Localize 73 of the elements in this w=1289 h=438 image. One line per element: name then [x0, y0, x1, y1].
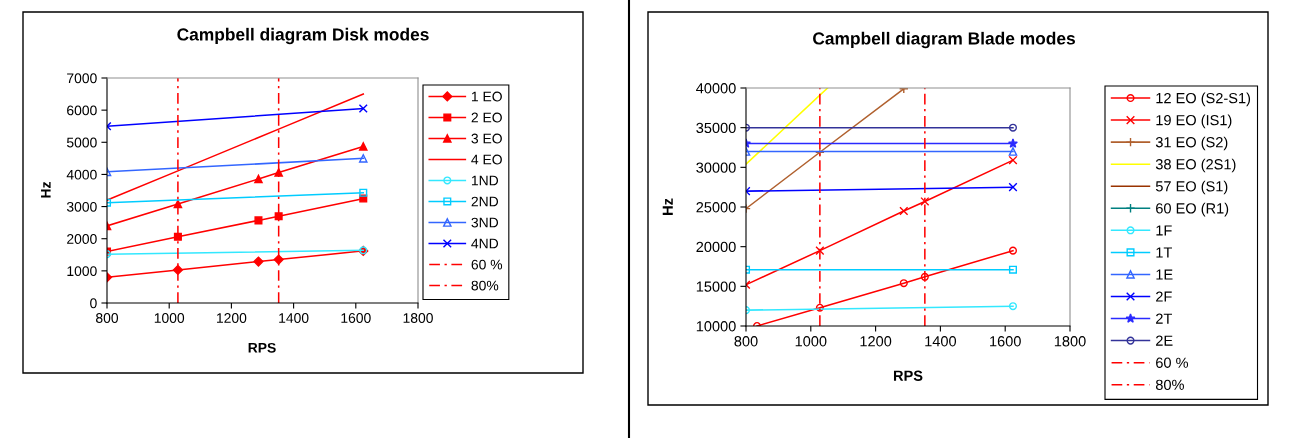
point	[358, 142, 368, 151]
x-tick-label: 1400	[925, 336, 957, 347]
point	[253, 256, 264, 267]
legend-label: 2F	[1156, 291, 1172, 302]
x-tick-label: 1000	[795, 336, 827, 347]
point	[899, 279, 908, 288]
legend-label: 2ND	[471, 196, 499, 207]
legend-label: 1F	[1156, 225, 1172, 236]
point	[920, 272, 929, 281]
y-tick-label: 30000	[696, 162, 736, 173]
y-tick-label: 15000	[696, 281, 736, 292]
point	[815, 303, 824, 312]
x-tick-label: 1600	[341, 313, 371, 323]
x-axis-title: RPS	[248, 342, 276, 353]
x-tick-label: 800	[734, 336, 758, 347]
y-tick-label: 6000	[67, 105, 97, 116]
legend-label: 2T	[1156, 313, 1172, 324]
x-tick-label: 1600	[990, 336, 1021, 347]
x-axis-title: RPS	[893, 370, 923, 381]
y-tick-label: 20000	[696, 241, 736, 253]
legend-label: 31 EO (S2)	[1155, 136, 1228, 151]
legend-label: 4ND	[471, 238, 499, 249]
y-axis-title: Hz	[662, 198, 673, 215]
point	[359, 188, 368, 197]
legend-label: 57 EO (S1)	[1155, 180, 1228, 195]
legend-label: 1ND	[471, 175, 499, 186]
x-tick-label: 1800	[403, 313, 433, 323]
point	[273, 254, 284, 265]
legend-label: 1 EO	[471, 91, 502, 102]
point	[274, 212, 283, 221]
y-tick-label: 4000	[66, 169, 97, 180]
legend-label: 60 %	[1156, 357, 1189, 368]
legend-label: 19 EO (IS1)	[1156, 114, 1232, 129]
legend-label: 60 %	[471, 259, 503, 270]
point	[254, 216, 263, 225]
point	[254, 174, 263, 184]
point	[815, 246, 825, 256]
legend-label: 2E	[1156, 335, 1173, 346]
y-tick-label: 40000	[696, 83, 736, 94]
point	[920, 196, 930, 206]
y-tick-label: 25000	[696, 202, 736, 213]
point	[899, 206, 909, 216]
x-tick-label: 1400	[279, 313, 309, 323]
legend-label: 80%	[1155, 379, 1184, 390]
chart-title: Campbell diagram Blade modes	[813, 31, 1075, 49]
y-tick-label: 2000	[67, 234, 97, 244]
legend-label: 38 EO (2S1)	[1155, 158, 1236, 173]
point	[1008, 246, 1018, 255]
legend-label: 4 EO	[471, 154, 502, 165]
y-axis-title: Hz	[41, 182, 51, 198]
legend-label: 12 EO (S2-S1)	[1156, 92, 1251, 107]
legend-label: 1T	[1156, 247, 1172, 258]
y-tick-label: 1000	[67, 266, 97, 277]
point	[1008, 155, 1018, 165]
y-tick-label: 35000	[696, 122, 736, 134]
point	[274, 168, 283, 177]
legend-label: 1E	[1156, 269, 1173, 280]
x-tick-label: 1800	[1054, 336, 1086, 347]
x-tick-label: 1200	[217, 313, 247, 323]
x-tick-label: 1200	[860, 336, 892, 347]
x-tick-label: 1000	[154, 313, 185, 323]
legend-label: 60 EO (R1)	[1156, 202, 1229, 217]
legend-label: 80%	[471, 280, 499, 291]
y-tick-label: 7000	[67, 73, 97, 84]
x-tick-label: 800	[96, 313, 119, 323]
legend-label: 3ND	[471, 217, 499, 228]
legend-label: 2 EO	[471, 112, 502, 123]
y-tick-label: 10000	[696, 321, 736, 332]
legend-label: 3 EO	[471, 133, 502, 144]
y-tick-label: 5000	[66, 137, 97, 148]
y-tick-label: 0	[90, 298, 97, 309]
y-tick-label: 3000	[66, 201, 97, 212]
chart-title: Campbell diagram Disk modes	[177, 27, 429, 45]
